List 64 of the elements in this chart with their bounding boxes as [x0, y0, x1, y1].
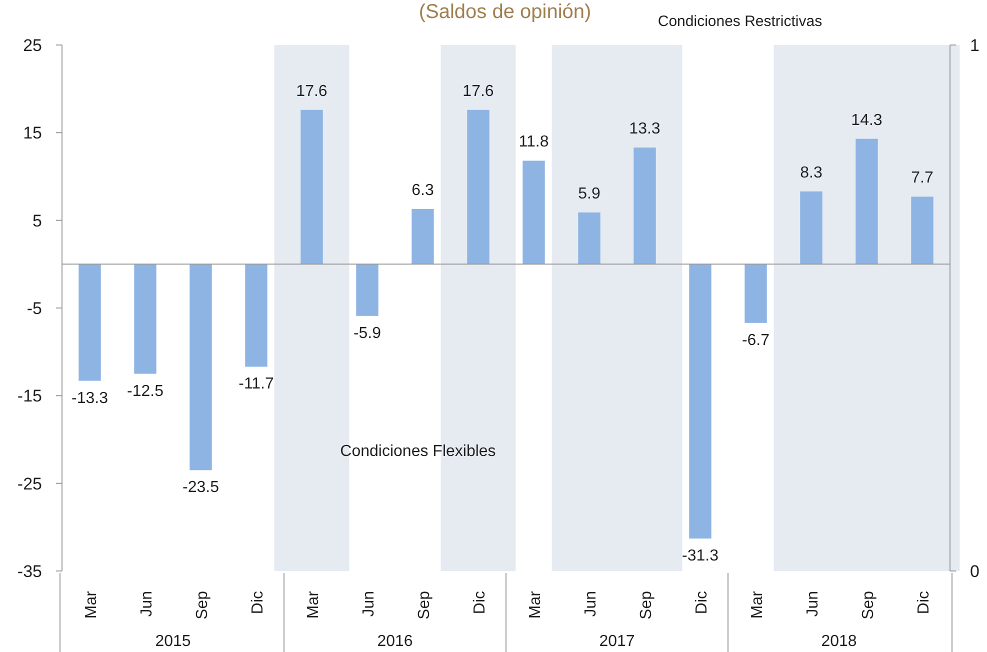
bar — [578, 212, 600, 264]
y-tick-label: -15 — [17, 386, 42, 406]
data-label: 17.6 — [462, 82, 494, 100]
data-label: 13.3 — [629, 120, 660, 138]
data-label: 11.8 — [518, 134, 549, 151]
x-tick-label: Dic — [915, 591, 932, 614]
x-tick-label: Sep — [860, 590, 877, 620]
y2-tick-label: 0 — [970, 562, 980, 581]
data-label: 17.6 — [296, 82, 328, 100]
x-tick-label: Sep — [416, 590, 433, 620]
data-label: 14.3 — [851, 112, 882, 129]
chart-title: (Saldos de opinión) — [418, 1, 592, 23]
data-label: 6.3 — [412, 182, 434, 199]
bar — [634, 148, 656, 264]
bar — [467, 110, 490, 264]
bar — [78, 264, 101, 381]
text: 2015 — [155, 633, 191, 650]
x-tick-label: Jun — [804, 591, 822, 617]
text: Condiciones Restrictivas — [658, 13, 822, 30]
data-label: -11.7 — [238, 376, 274, 393]
data-label: -6.7 — [742, 332, 770, 349]
data-label: 7.7 — [911, 170, 934, 187]
data-label: 8.3 — [800, 164, 822, 182]
y-tick-label: 15 — [23, 124, 42, 143]
x-tick-label: Dic — [249, 591, 266, 614]
text: 2018 — [821, 633, 857, 650]
x-tick-label: Sep — [638, 590, 655, 620]
bar — [300, 110, 323, 264]
bar — [190, 264, 212, 470]
x-tick-label: Mar — [748, 590, 766, 619]
y-tick-label: 25 — [23, 36, 42, 55]
bar — [522, 160, 545, 264]
x-tick-label: Jun — [360, 591, 378, 617]
bar — [911, 196, 934, 264]
bar — [412, 208, 434, 264]
bar — [245, 264, 268, 367]
bar — [856, 138, 878, 264]
x-tick-label: Dic — [471, 591, 488, 614]
data-label: -13.3 — [72, 390, 108, 407]
bar — [134, 264, 156, 374]
y-tick-label: 5 — [32, 211, 42, 230]
data-label: 5.9 — [578, 185, 600, 202]
data-label: -5.9 — [353, 324, 382, 342]
x-tick-label: Mar — [82, 590, 100, 619]
data-label: -12.5 — [127, 382, 164, 400]
x-tick-label: Jun — [138, 591, 156, 617]
annotation: Condiciones Flexibles — [340, 443, 496, 460]
bar — [356, 264, 378, 316]
data-label: -23.5 — [182, 479, 220, 496]
x-tick-label: Sep — [194, 590, 211, 620]
x-tick-label: Mar — [304, 590, 322, 619]
text: 2016 — [377, 633, 413, 650]
bar — [744, 264, 767, 323]
y-tick-label: -25 — [17, 474, 42, 494]
x-tick-label: Mar — [526, 590, 544, 619]
bar — [800, 191, 822, 264]
x-tick-label: Dic — [693, 591, 710, 614]
y-tick-label: -35 — [17, 562, 42, 581]
data-label: -31.3 — [682, 548, 719, 565]
y-tick-label: -5 — [26, 299, 42, 318]
x-tick-label: Jun — [582, 591, 600, 617]
y2-tick-label: 1 — [970, 36, 980, 55]
bar — [689, 264, 712, 539]
text: 2017 — [599, 633, 635, 650]
